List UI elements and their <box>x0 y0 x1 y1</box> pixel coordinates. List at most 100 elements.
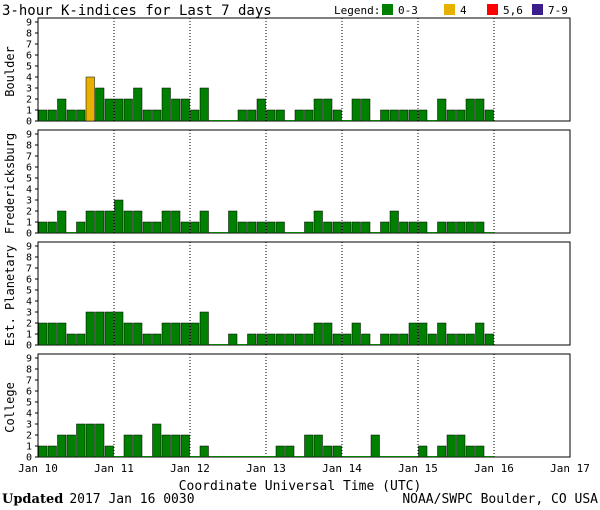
k-bar <box>465 445 475 458</box>
k-bar <box>285 333 295 346</box>
k-bar <box>323 322 333 346</box>
k-bar <box>256 221 266 234</box>
k-bar <box>114 199 124 234</box>
k-bar <box>475 98 485 122</box>
k-bar <box>475 322 485 346</box>
k-bar <box>237 109 247 122</box>
k-bar-zero <box>427 456 437 457</box>
x-axis-label: Coordinate Universal Time (UTC) <box>179 479 422 494</box>
k-bar <box>76 423 86 458</box>
k-bar <box>408 109 418 122</box>
k-bar <box>342 333 352 346</box>
legend-item-label: 4 <box>460 4 467 17</box>
k-bar <box>161 434 171 458</box>
k-bar <box>95 423 105 458</box>
k-bar <box>389 109 399 122</box>
footer-updated-label: Updated <box>2 492 63 507</box>
legend-swatch <box>382 4 393 15</box>
k-bar <box>437 221 447 234</box>
k-bar <box>418 445 428 458</box>
k-bar <box>323 445 333 458</box>
x-tick-label: Jan 12 <box>170 462 210 475</box>
k-bar-zero <box>294 456 304 457</box>
y-tick-label: 3 <box>26 308 32 319</box>
y-tick-label: 7 <box>26 152 32 163</box>
legend-item-label: 5,6 <box>503 4 523 17</box>
k-bar <box>171 210 181 234</box>
k-bar <box>180 98 190 122</box>
x-axis: Jan 10 Jan 11 Jan 12 Jan 13 Jan 14 Jan 15 Jan … <box>18 462 590 475</box>
k-bar-zero <box>408 456 418 457</box>
y-tick-label: 8 <box>26 253 32 264</box>
k-bar <box>446 434 456 458</box>
k-bar <box>47 322 57 346</box>
k-bar <box>237 221 247 234</box>
k-bar-zero <box>484 456 494 457</box>
k-bar-zero <box>237 344 247 345</box>
y-tick-label: 3 <box>26 420 32 431</box>
k-bar <box>456 109 466 122</box>
y-tick-label: 9 <box>26 242 32 253</box>
k-bar <box>304 434 314 458</box>
k-bar <box>256 98 266 122</box>
k-bar-zero <box>218 120 228 121</box>
k-bar <box>247 109 257 122</box>
y-tick-label: 1 <box>26 442 32 453</box>
k-bar <box>38 221 48 234</box>
legend-item-label: 0-3 <box>398 4 418 17</box>
k-bar-zero <box>190 456 200 457</box>
k-bar <box>323 98 333 122</box>
k-bar <box>456 434 466 458</box>
k-bar <box>484 333 494 346</box>
k-bar <box>484 109 494 122</box>
y-tick-label: 4 <box>26 185 32 196</box>
k-bar <box>361 221 371 234</box>
k-bar <box>47 445 57 458</box>
x-tick-label: Jan 10 <box>18 462 58 475</box>
y-tick-label: 5 <box>26 398 32 409</box>
k-bar <box>123 98 133 122</box>
k-bar <box>370 434 380 458</box>
k-bar <box>351 322 361 346</box>
k-bar <box>190 322 200 346</box>
panel-label: Fredericksburg <box>3 133 17 234</box>
panel-label: Est. Planetary <box>3 245 17 346</box>
k-bar <box>133 434 143 458</box>
k-bar <box>408 322 418 346</box>
k-bar <box>399 109 409 122</box>
k-bar <box>380 109 390 122</box>
legend-item-label: 7-9 <box>548 4 568 17</box>
panels: 0123456789Boulder0123456789Fredericksbur… <box>3 17 571 464</box>
y-tick-label: 8 <box>26 29 32 40</box>
k-bar <box>133 87 143 122</box>
k-bar-zero <box>114 456 124 457</box>
y-tick-label: 5 <box>26 286 32 297</box>
k-bar <box>171 434 181 458</box>
footer-updated-value: 2017 Jan 16 0030 <box>69 492 194 507</box>
k-bar <box>142 333 152 346</box>
k-bar-zero <box>427 120 437 121</box>
k-bar <box>190 109 200 122</box>
k-bar <box>104 311 114 346</box>
panel-label: College <box>3 382 17 433</box>
y-tick-label: 0 <box>26 229 32 240</box>
k-bar <box>332 333 342 346</box>
k-bar <box>399 221 409 234</box>
k-bar <box>465 98 475 122</box>
k-bar <box>152 423 162 458</box>
k-bar-zero <box>285 120 295 121</box>
k-bar <box>180 221 190 234</box>
panel-label: Boulder <box>3 46 17 97</box>
k-bar-zero <box>209 120 219 121</box>
y-tick-label: 7 <box>26 376 32 387</box>
k-bar-zero <box>256 456 266 457</box>
k-bar <box>171 322 181 346</box>
legend-label: Legend: <box>334 4 380 17</box>
k-bar <box>380 221 390 234</box>
k-bar-zero <box>370 344 380 345</box>
k-bar-zero <box>218 344 228 345</box>
k-bar <box>114 311 124 346</box>
y-tick-label: 0 <box>26 117 32 128</box>
